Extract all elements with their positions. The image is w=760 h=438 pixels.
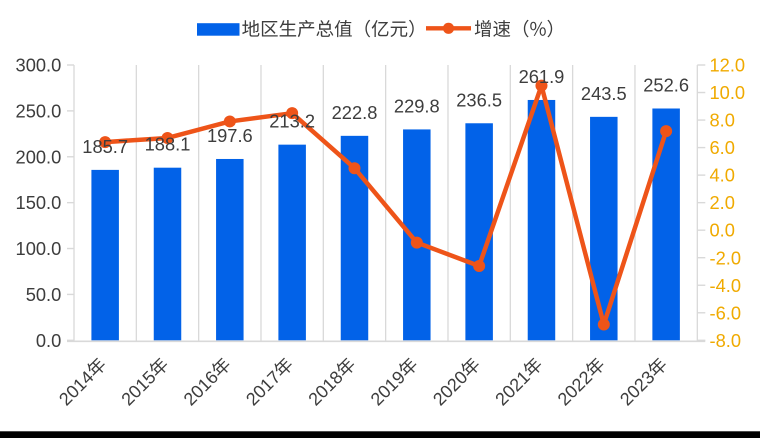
svg-text:12.0: 12.0 <box>710 55 746 76</box>
svg-text:185.7: 185.7 <box>82 136 128 157</box>
svg-text:-4.0: -4.0 <box>710 275 742 296</box>
svg-text:-8.0: -8.0 <box>710 330 742 351</box>
svg-text:250.0: 250.0 <box>16 100 62 121</box>
svg-text:236.5: 236.5 <box>456 89 502 110</box>
svg-text:100.0: 100.0 <box>16 238 62 259</box>
svg-text:252.6: 252.6 <box>643 75 689 96</box>
svg-text:10.0: 10.0 <box>710 82 746 103</box>
svg-text:2.0: 2.0 <box>710 192 735 213</box>
svg-text:197.6: 197.6 <box>207 125 253 146</box>
svg-text:4.0: 4.0 <box>710 165 735 186</box>
svg-text:200.0: 200.0 <box>16 146 62 167</box>
svg-text:300.0: 300.0 <box>16 55 62 76</box>
svg-text:8.0: 8.0 <box>710 110 735 131</box>
svg-text:222.8: 222.8 <box>332 102 378 123</box>
svg-text:150.0: 150.0 <box>16 192 62 213</box>
svg-text:-6.0: -6.0 <box>710 302 742 323</box>
svg-text:229.8: 229.8 <box>394 95 440 116</box>
svg-text:243.5: 243.5 <box>581 83 627 104</box>
svg-text:188.1: 188.1 <box>145 134 191 155</box>
svg-text:213.2: 213.2 <box>269 111 315 132</box>
svg-text:50.0: 50.0 <box>26 284 62 305</box>
svg-text:0.0: 0.0 <box>36 330 61 351</box>
svg-text:6.0: 6.0 <box>710 137 735 158</box>
svg-text:0.0: 0.0 <box>710 220 735 241</box>
svg-text:261.9: 261.9 <box>519 66 565 87</box>
svg-text:-2.0: -2.0 <box>710 247 742 268</box>
